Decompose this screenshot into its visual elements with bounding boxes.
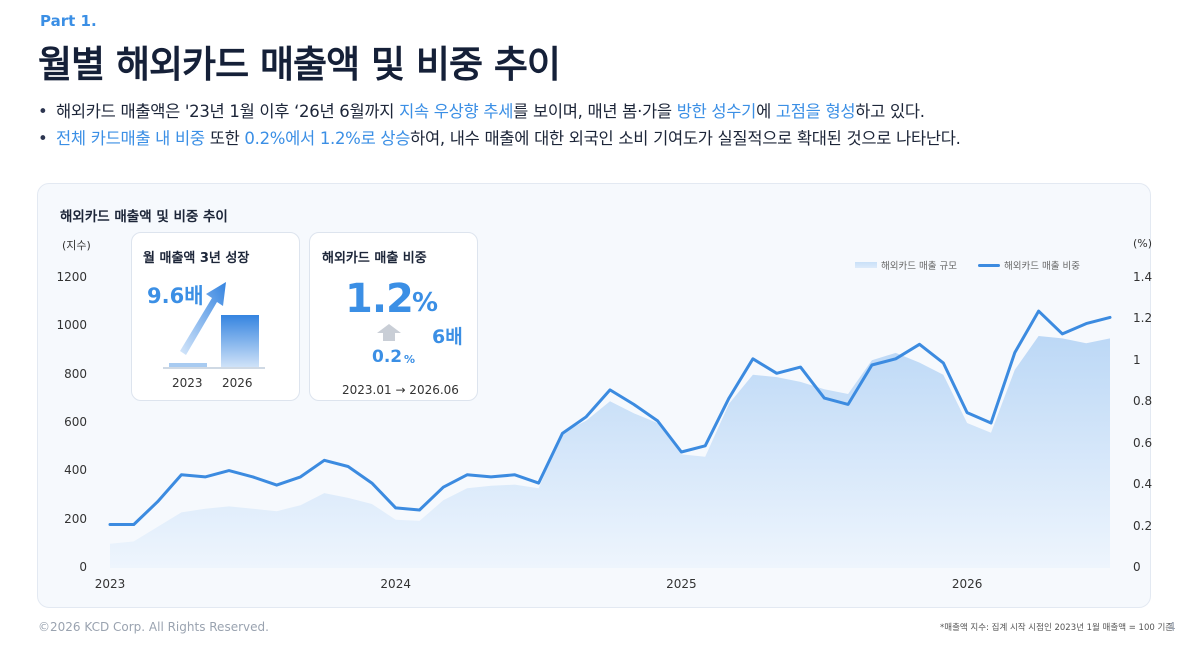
share-box [309, 232, 478, 401]
y-left-unit: (지수) [62, 239, 91, 252]
share-from-unit: % [404, 353, 416, 366]
y-left-tick: 1000 [56, 318, 87, 333]
bullet-2-segment: 하여, 내수 매출에 대한 외국인 소비 기여도가 실질적으로 확대된 것으로 … [410, 129, 961, 148]
y-right-tick: 0.2 [1133, 518, 1153, 533]
part-label: Part 1. [40, 12, 97, 30]
share-ratio-line [108, 309, 1112, 526]
x-tick: 2023 [94, 577, 126, 591]
growth-value: 9.6배 [147, 284, 204, 308]
bullet-1-segment: 해외카드 매출액은 '23년 1월 이후 ‘26년 6월까지 [56, 102, 400, 121]
bullet-1-segment: 를 보이며, 매년 봄·가을 [513, 102, 677, 121]
chart-title: 해외카드 매출액 및 비중 추이 [60, 209, 228, 225]
y-left-tick: 0 [79, 560, 87, 574]
bullet-2-segment: 전체 카드매출 내 비중 [56, 129, 205, 148]
y-right-tick: 0.8 [1133, 394, 1153, 409]
bullet-1-segment: 지속 우상향 추세 [399, 102, 514, 121]
bullet-item-2: 전체 카드매출 내 비중 또한 0.2%에서 1.2%로 상승하여, 내수 매출… [38, 125, 1178, 152]
y-left-tick: 400 [64, 463, 87, 478]
growth-bar-label-2023: 2023 [172, 376, 203, 390]
share-from-value: 0.2 [372, 347, 403, 367]
legend-line: 해외카드 매출 비중 [978, 258, 1080, 272]
bullet-1-segment: 하고 있다. [855, 102, 925, 121]
share-value-unit: % [412, 288, 439, 318]
growth-bar-label-2026: 2026 [222, 376, 253, 390]
y-left-tick: 200 [64, 511, 87, 526]
legend-area: 해외카드 매출 규모 [855, 258, 957, 272]
legend-line-label: 해외카드 매출 비중 [1004, 261, 1080, 272]
share-value: 1.2 [345, 276, 414, 322]
y-right-tick: 0 [1133, 560, 1141, 574]
y-right-tick: 0.4 [1133, 477, 1153, 492]
x-tick: 2025 [666, 577, 697, 591]
y-left-tick: 1200 [56, 270, 87, 284]
bullet-2-segment: 또한 [204, 129, 245, 148]
y-left-tick: 800 [64, 366, 87, 381]
legend-line-swatch [978, 263, 1000, 267]
x-tick: 2024 [380, 577, 411, 591]
share-multiple: 6배 [432, 326, 463, 348]
bullet-item-1: 해외카드 매출액은 '23년 1월 이후 ‘26년 6월까지 지속 우상향 추세… [38, 98, 1178, 125]
sales-volume-area [110, 336, 1110, 568]
y-right-tick: 1 [1133, 352, 1141, 367]
legend-area-label: 해외카드 매출 규모 [881, 261, 957, 272]
y-right-unit: (%) [1133, 237, 1153, 250]
y-right-tick: 1.2 [1133, 311, 1153, 326]
bullet-list: 해외카드 매출액은 '23년 1월 이후 ‘26년 6월까지 지속 우상향 추세… [38, 98, 1178, 152]
share-period: 2023.01 → 2026.06 [342, 383, 459, 397]
x-tick: 2026 [951, 577, 983, 591]
page-title: 월별 해외카드 매출액 및 비중 추이 [38, 43, 561, 86]
page-number: 4 [1168, 620, 1176, 634]
growth-box-title: 월 매출액 3년 성장 [143, 251, 250, 266]
legend-area-swatch [855, 262, 877, 268]
copyright: ©2026 KCD Corp. All Rights Reserved. [38, 620, 269, 634]
y-right-tick: 0.6 [1133, 435, 1153, 450]
growth-box [131, 232, 300, 401]
y-left-tick: 600 [64, 415, 87, 429]
bullet-1-segment: 방한 성수기 [676, 102, 757, 121]
share-box-title: 해외카드 매출 비중 [322, 251, 427, 266]
bullet-1-segment: 고점을 형성 [775, 102, 856, 121]
bullet-2-segment: 0.2%에서 1.2%로 상승 [244, 129, 411, 148]
bullet-1-segment: 에 [756, 102, 776, 121]
y-right-tick: 1.4 [1133, 270, 1153, 284]
footnote: *매출액 지수: 집계 시작 시점인 2023년 1월 매출액 = 100 기준 [940, 623, 1174, 633]
